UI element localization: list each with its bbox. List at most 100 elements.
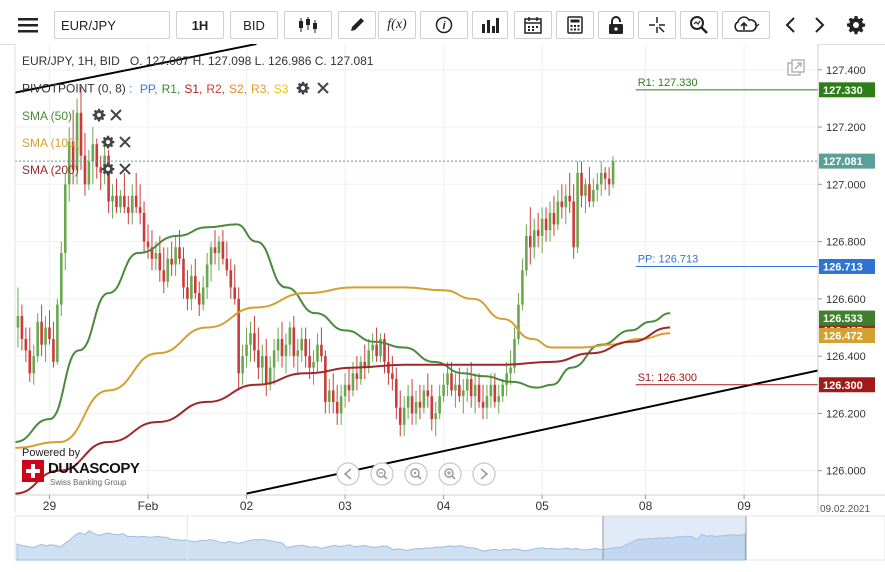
settings-button[interactable]: [840, 11, 872, 39]
pivot-remove[interactable]: [317, 82, 329, 97]
sma-lines: [15, 223, 671, 495]
side-selector[interactable]: BID: [230, 11, 278, 39]
sma100-tag-bg: [819, 328, 875, 344]
pivot-item-s2: S2,: [229, 81, 248, 96]
candle-body: [611, 161, 615, 185]
pivot-item-r2: R2,: [206, 81, 226, 96]
sma-remove-button[interactable]: [119, 163, 131, 178]
scroll-right-button[interactable]: [472, 462, 496, 486]
pivot-item-s1: S1,: [184, 81, 203, 96]
candle-body: [355, 373, 359, 380]
sma-remove-button[interactable]: [119, 136, 131, 151]
sma-line-1: [15, 223, 671, 444]
candle-body: [213, 247, 217, 254]
timeframe-selector[interactable]: 1H: [176, 11, 224, 39]
candle-body: [115, 195, 118, 208]
cloud-button[interactable]: [722, 11, 770, 39]
calculator-button[interactable]: [556, 11, 594, 39]
popout-icon: [787, 59, 805, 76]
scroll-left-button[interactable]: [336, 462, 360, 486]
candle-body: [249, 333, 252, 345]
calculator-icon: [567, 16, 583, 34]
navigator[interactable]: [14, 515, 885, 561]
candle-body: [52, 338, 55, 362]
candle-body: [359, 361, 363, 380]
popout-button[interactable]: [786, 58, 806, 78]
x-tick-label: 09: [737, 499, 751, 513]
legend-open-label: O.: [129, 54, 143, 68]
x-tick-label: Feb: [138, 499, 159, 513]
indicators-button[interactable]: f(x): [378, 11, 416, 39]
candle-body: [205, 264, 209, 288]
candle-body: [536, 230, 540, 236]
candle-body: [402, 407, 406, 425]
crosshair-icon: [649, 17, 665, 33]
draw-pencil-icon: [351, 18, 364, 31]
candle-body: [391, 373, 394, 380]
sma-settings-button[interactable]: [92, 108, 106, 125]
candle-body: [182, 258, 185, 288]
reset-zoom-icon-ring: [404, 462, 428, 486]
candle-body: [379, 338, 382, 357]
candle-body: [304, 338, 307, 357]
candle-body: [324, 356, 327, 402]
price-chart[interactable]: R1: 127.330 PP: 126.713 S1: 126.300 126.00…: [0, 44, 885, 567]
calendar-button[interactable]: [514, 11, 552, 39]
close-icon: [110, 109, 122, 121]
scroll-back-button[interactable]: [776, 11, 804, 39]
candle-body: [497, 396, 501, 402]
candle-body: [564, 195, 568, 208]
gear-icon: [92, 108, 106, 122]
candle-body: [280, 338, 284, 357]
zoom-button[interactable]: [680, 11, 718, 39]
pivot-tag-pp-bg: [819, 258, 875, 274]
candle-body: [197, 293, 201, 305]
candle-body: [257, 350, 260, 368]
chart-type-button[interactable]: [284, 11, 332, 39]
candle-body: [556, 201, 560, 225]
candle-body: [568, 195, 572, 202]
calendar-icon: [524, 17, 542, 34]
candle-body: [288, 327, 292, 345]
plot-background: [15, 44, 818, 495]
candle-body: [44, 327, 47, 345]
candle-body: [505, 373, 508, 385]
sma-settings-button[interactable]: [101, 135, 115, 152]
candles: [16, 86, 615, 437]
zoom-icon: [690, 16, 708, 34]
pivot-settings[interactable]: [296, 81, 310, 98]
candle-body: [284, 344, 288, 357]
draw-button[interactable]: [338, 11, 376, 39]
y-tick-label: 127.000: [826, 179, 866, 191]
candle-body: [426, 390, 430, 397]
chart-area[interactable]: R1: 127.330 PP: 126.713 S1: 126.300 126.00…: [0, 44, 885, 567]
handle: [451, 475, 456, 480]
candle-body: [308, 356, 311, 368]
menu-button[interactable]: [10, 11, 46, 39]
candle-body: [320, 344, 323, 357]
trendline: [15, 44, 257, 94]
candle-body: [418, 401, 422, 408]
zoom-in-button[interactable]: [438, 462, 462, 486]
zoom-out-button[interactable]: [370, 462, 394, 486]
gear-icon: [101, 162, 115, 176]
sma-settings-button[interactable]: [101, 162, 115, 179]
candle-body: [166, 258, 170, 282]
instrument-selector[interactable]: EUR/JPY: [54, 11, 170, 39]
candle-body: [99, 167, 103, 173]
info-button[interactable]: i: [420, 11, 468, 39]
bar-chart-button[interactable]: [472, 11, 508, 39]
candle-body: [261, 356, 264, 368]
candle-body: [532, 230, 536, 248]
candle-body: [422, 390, 426, 408]
candle-body: [599, 172, 603, 185]
sma-remove-button[interactable]: [110, 109, 122, 124]
sma50-tag: 126.533: [823, 313, 863, 325]
candle-body: [134, 195, 138, 208]
crosshair-button[interactable]: [638, 11, 676, 39]
scroll-forward-button[interactable]: [806, 11, 834, 39]
y-axis: 126.000 126.200 126.400 126.600 126.800 127.0…: [817, 44, 866, 513]
lock-button[interactable]: [598, 11, 634, 39]
reset-zoom-button[interactable]: [404, 462, 428, 486]
zoom-out-icon: [376, 468, 388, 480]
